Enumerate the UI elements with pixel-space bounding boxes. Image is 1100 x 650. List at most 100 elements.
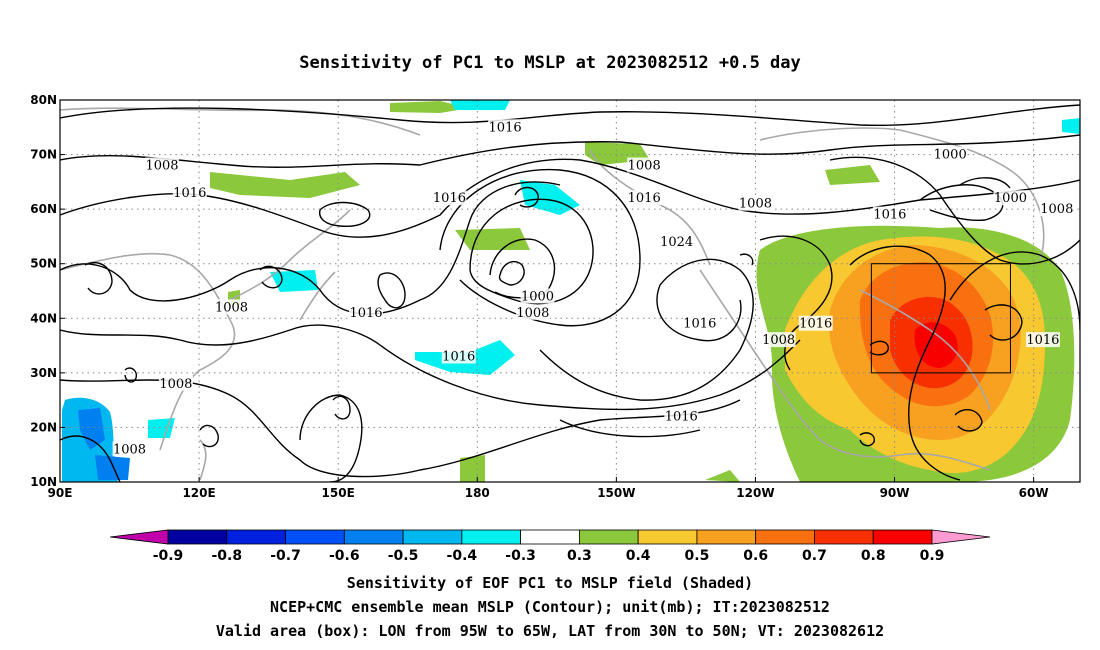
colorbar-segment bbox=[285, 529, 345, 545]
map-area: 1016 1008 1016 1008 1000 1016 1016 1008 1016 1000… bbox=[60, 100, 1080, 482]
contour-label-bg bbox=[682, 315, 717, 331]
sensitivity-shading bbox=[62, 100, 1080, 482]
valid-area-box bbox=[870, 263, 1011, 374]
colorbar-label: 0.6 bbox=[743, 548, 768, 564]
contour-label-bg bbox=[158, 375, 193, 391]
contour-label: 1000 bbox=[521, 289, 554, 304]
colorbar-segment bbox=[520, 529, 580, 545]
lon-tick-label: 180 bbox=[465, 486, 490, 500]
contour-label: 1008 bbox=[159, 377, 192, 392]
contour-label-bg bbox=[520, 288, 555, 304]
map-title: Sensitivity of PC1 to MSLP at 2023082512… bbox=[299, 53, 801, 73]
lat-tick-label: 70N bbox=[30, 148, 57, 162]
lat-tick-label: 30N bbox=[30, 366, 57, 380]
colorbar-segment bbox=[814, 529, 874, 545]
shade-negative-high bbox=[78, 408, 105, 450]
lat-tick-label: 50N bbox=[30, 257, 57, 271]
contour-label-bg bbox=[798, 315, 833, 331]
colorbar-segment bbox=[696, 529, 757, 545]
contour-labels: 1016 1008 1016 1008 1000 1016 1016 1008 1016 1000… bbox=[112, 119, 1074, 457]
latitude-tick-labels: 10N 20N 30N 40N 50N 60N 70N 80N bbox=[30, 93, 65, 489]
lat-tick-label: 60N bbox=[30, 202, 57, 216]
colorbar-segment bbox=[578, 529, 639, 545]
contour-label: 1008 bbox=[113, 442, 146, 457]
colorbar-label: 0.7 bbox=[802, 548, 827, 564]
shade-positive-max bbox=[914, 322, 958, 368]
contour-label: 1008 bbox=[762, 333, 795, 348]
colorbar-label: -0.9 bbox=[153, 548, 184, 564]
contour-label-bg bbox=[761, 332, 796, 348]
colorbar: -0.9 -0.8 -0.7 -0.6 -0.5 -0.4 -0.3 0.3 0.4 0.5 0.6… bbox=[109, 529, 991, 564]
shade-positive-low bbox=[210, 172, 360, 198]
contour-label-bg bbox=[432, 190, 467, 206]
contour-label: 1000 bbox=[994, 191, 1027, 206]
contour-label-bg bbox=[933, 146, 968, 162]
lon-tick-label: 90W bbox=[880, 486, 910, 500]
lon-tick-label: 90E bbox=[48, 486, 73, 500]
colorbar-label: 0.3 bbox=[567, 548, 592, 564]
colorbar-label: 0.8 bbox=[861, 548, 886, 564]
contour-label-bg bbox=[627, 190, 662, 206]
contour-label-bg bbox=[488, 119, 523, 135]
shade-positive-low bbox=[825, 165, 880, 185]
contour-label: 1016 bbox=[173, 186, 206, 201]
contour-label: 1016 bbox=[1026, 333, 1059, 348]
colorbar-label: -0.8 bbox=[211, 548, 242, 564]
colorbar-segment bbox=[167, 529, 228, 545]
shade-negative-low bbox=[1062, 118, 1080, 134]
colorbar-segment bbox=[402, 529, 463, 545]
shade-negative-high bbox=[95, 455, 130, 480]
colorbar-segment bbox=[226, 529, 286, 545]
contour-label: 1008 bbox=[516, 306, 549, 321]
shade-positive-low bbox=[705, 470, 740, 482]
colorbar-segment bbox=[637, 529, 698, 545]
contour-label: 1016 bbox=[489, 120, 522, 135]
caption-line-1: Sensitivity of EOF PC1 to MSLP field (Sh… bbox=[346, 574, 754, 592]
contour-label: 1016 bbox=[442, 349, 475, 364]
shade-positive-low bbox=[460, 455, 485, 482]
colorbar-segment bbox=[872, 529, 933, 545]
caption-line-3: Valid area (box): LON from 95W to 65W, L… bbox=[215, 622, 885, 640]
colorbar-segment bbox=[755, 529, 815, 545]
contour-label: 1016 bbox=[433, 191, 466, 206]
colorbar-label: -0.6 bbox=[329, 548, 360, 564]
contour-label: 1016 bbox=[628, 191, 661, 206]
contour-label-bg bbox=[664, 408, 699, 424]
colorbar-label: 0.9 bbox=[920, 548, 945, 564]
colorbar-label: 0.4 bbox=[626, 548, 651, 564]
lat-tick-label: 10N bbox=[30, 475, 57, 489]
shade-negative-low bbox=[148, 418, 175, 438]
lat-tick-label: 20N bbox=[30, 420, 57, 434]
contour-label: 1016 bbox=[665, 410, 698, 425]
contour-label-bg bbox=[145, 157, 179, 173]
lon-tick-label: 120E bbox=[182, 486, 215, 500]
contour-label-bg bbox=[659, 233, 694, 249]
contour-label-bg bbox=[172, 184, 207, 200]
colorbar-label: -0.4 bbox=[447, 548, 478, 564]
shade-positive-low bbox=[390, 101, 470, 113]
colorbar-label: -0.7 bbox=[270, 548, 301, 564]
contour-label: 1008 bbox=[215, 300, 248, 315]
contour-label: 1008 bbox=[145, 158, 178, 173]
contour-label-bg bbox=[349, 304, 383, 320]
contour-label-bg bbox=[872, 206, 907, 222]
longitude-tick-labels: 90E 120E 150E 180 150W 120W 90W 60W bbox=[48, 477, 1049, 500]
shade-negative-low bbox=[450, 100, 510, 110]
lat-tick-label: 40N bbox=[30, 311, 57, 325]
contour-label: 1008 bbox=[1040, 202, 1073, 217]
colorbar-segment bbox=[461, 529, 522, 545]
contour-label-bg bbox=[993, 190, 1028, 206]
contour-label-bg bbox=[441, 348, 476, 364]
lon-tick-label: 120W bbox=[736, 486, 774, 500]
lat-tick-label: 80N bbox=[30, 93, 57, 107]
contour-label: 1016 bbox=[799, 317, 832, 332]
contour-label-bg bbox=[627, 157, 662, 173]
colorbar-label: -0.5 bbox=[388, 548, 419, 564]
mslp-contours bbox=[60, 104, 1080, 482]
colorbar-label: 0.5 bbox=[685, 548, 710, 564]
contour-label-bg bbox=[515, 304, 550, 320]
contour-label-bg bbox=[214, 299, 249, 315]
colorbar-label: -0.3 bbox=[505, 548, 536, 564]
contour-label-bg bbox=[1039, 201, 1074, 217]
